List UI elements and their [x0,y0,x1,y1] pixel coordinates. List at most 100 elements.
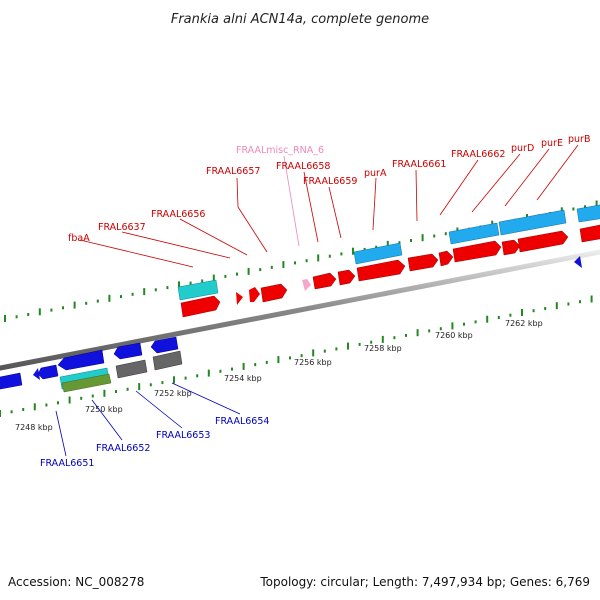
lower-tick-minor [509,313,512,317]
leader-fbaA [79,239,194,268]
cds-FRAL6637-arrow[interactable] [236,292,243,305]
reverse-small-arrow[interactable] [574,256,582,268]
label-FRAAL6661: FRAAL6661 [392,159,446,170]
label-FRAL6637: FRAL6637 [98,222,146,233]
upper-tick-minor [201,279,204,283]
leader-purE [504,148,550,207]
leader-FRAAL6661 [415,169,418,222]
gene-purD-box[interactable] [498,209,567,236]
tick-label-7262: 7262 kbp [505,319,543,328]
accession-text: Accession: NC_008278 [8,575,144,589]
lower-tick-minor [80,396,83,400]
backbone-group [0,249,600,371]
tick-label-7258: 7258 kbp [364,344,402,353]
upper-tick-major [282,261,285,269]
cds-edge-arrow[interactable] [579,224,600,243]
cds-purE-arrow[interactable] [501,239,521,256]
lower-tick-minor [254,363,257,367]
cds-FRAAL6656-arrow[interactable] [249,287,260,302]
cds-left-edge-arrow[interactable] [0,372,23,390]
lower-tick-minor [358,342,361,346]
lower-tick-minor [405,333,407,337]
cds-FRAAL6658-arrow[interactable] [312,272,337,290]
cds-fbaA-arrow[interactable] [180,295,221,318]
upper-tick-minor [410,239,412,242]
lower-tick-major [590,295,593,303]
lower-tick-major [451,322,454,330]
leader-FRAAL6652 [91,399,123,441]
cds-FRAAL6662-arrow[interactable] [438,250,454,267]
lower-tick-minor [567,302,570,306]
lower-tick-major [312,349,315,357]
upper-tick-major [212,274,215,282]
leader-misc-rna-6 [283,155,300,247]
lower-tick-minor [115,390,117,393]
cds-FRAAL6661-arrow[interactable] [407,253,439,272]
lower-tick-minor [231,367,233,371]
cds-FRAAL6651-small-arrow[interactable] [33,368,40,380]
label-FRAAL6653: FRAAL6653 [156,430,210,441]
pseudo-FRAAL6654-box[interactable] [152,350,183,371]
label-FRAAL6662: FRAAL6662 [451,149,505,160]
gene-purA-box[interactable] [353,242,403,265]
pseudo-FRAAL6653-box[interactable] [115,359,148,379]
lower-tick-minor [265,360,268,364]
cds-purA-arrow[interactable] [356,259,406,282]
upper-tick-major [38,308,41,316]
upper-tick-major [595,200,598,208]
label-purE: purE [541,138,563,149]
cds-FRAAL6657-arrow[interactable] [260,283,288,303]
cds-FRAAL6653-arrow[interactable] [113,342,143,360]
cds-FRAAL6659-arrow[interactable] [337,269,356,286]
upper-tick-minor [224,274,227,278]
cds-purB-arrow[interactable] [517,230,569,253]
gene-FRAAL6652-lower-box[interactable] [61,373,112,393]
upper-tick-minor [131,292,134,296]
upper-tick-minor [189,281,192,285]
leader-FRAAL6653 [135,390,183,429]
label-misc-rna-6: FRAALmisc_RNA_6 [236,145,324,156]
upper-tick-minor [375,245,378,249]
leader-FRAL6637 [121,231,231,259]
label-FRAAL6652: FRAAL6652 [96,443,150,454]
lower-tick-minor [161,381,164,385]
upper-tick-minor [15,315,18,319]
lower-tick-minor [184,376,187,380]
label-FRAAL6658: FRAAL6658 [276,161,330,172]
cds-FRAAL6652-arrow[interactable] [57,349,105,371]
gene-edge-box[interactable] [576,204,600,223]
tick-labels: 7248 kbp 7250 kbp 7252 kbp 7254 kbp 7256… [15,319,543,432]
gene-fbaA-box[interactable] [177,279,219,301]
lower-tick-minor [126,387,129,391]
reverse-label-group: FRAAL6651 FRAAL6652 FRAAL6653 FRAAL6654 [40,382,269,469]
cds-FRAAL6654-arrow[interactable] [150,336,179,354]
cds-FRAAL6651-arrow[interactable] [37,364,59,380]
label-purD: purD [511,143,534,154]
upper-tick-minor [294,261,296,265]
gene-FRAAL6662-box[interactable] [448,222,500,245]
lower-tick-minor [22,408,25,411]
lower-tick-major [103,389,106,397]
label-fbaA: fbaA [68,233,90,244]
upper-tick-major [178,281,180,289]
lower-tick-minor [300,354,303,358]
upper-tick-minor [120,295,122,299]
upper-tick-major [247,267,250,275]
upper-tick-minor [166,286,169,290]
cds-purD-arrow[interactable] [452,240,502,263]
reverse-strand-features [0,336,183,393]
lower-tick-minor [370,340,373,344]
upper-tick-minor [154,288,157,292]
lower-tick-minor [91,394,94,398]
lower-tick-minor [45,403,48,407]
upper-tick-major [386,240,389,248]
upper-tick-minor [328,254,331,258]
lower-tick-major [138,383,141,391]
leader-purB [536,144,579,201]
misc-rna-6-arrow[interactable] [302,279,311,291]
tick-label-7260: 7260 kbp [435,331,473,340]
tick-label-7250: 7250 kbp [85,405,123,414]
leader-FRAAL6654 [171,382,241,415]
lower-tick-minor [497,316,500,319]
forward-label-group: fbaA FRAL6637 FRAAL6656 FRAAL6657 FRAALm… [68,134,590,268]
